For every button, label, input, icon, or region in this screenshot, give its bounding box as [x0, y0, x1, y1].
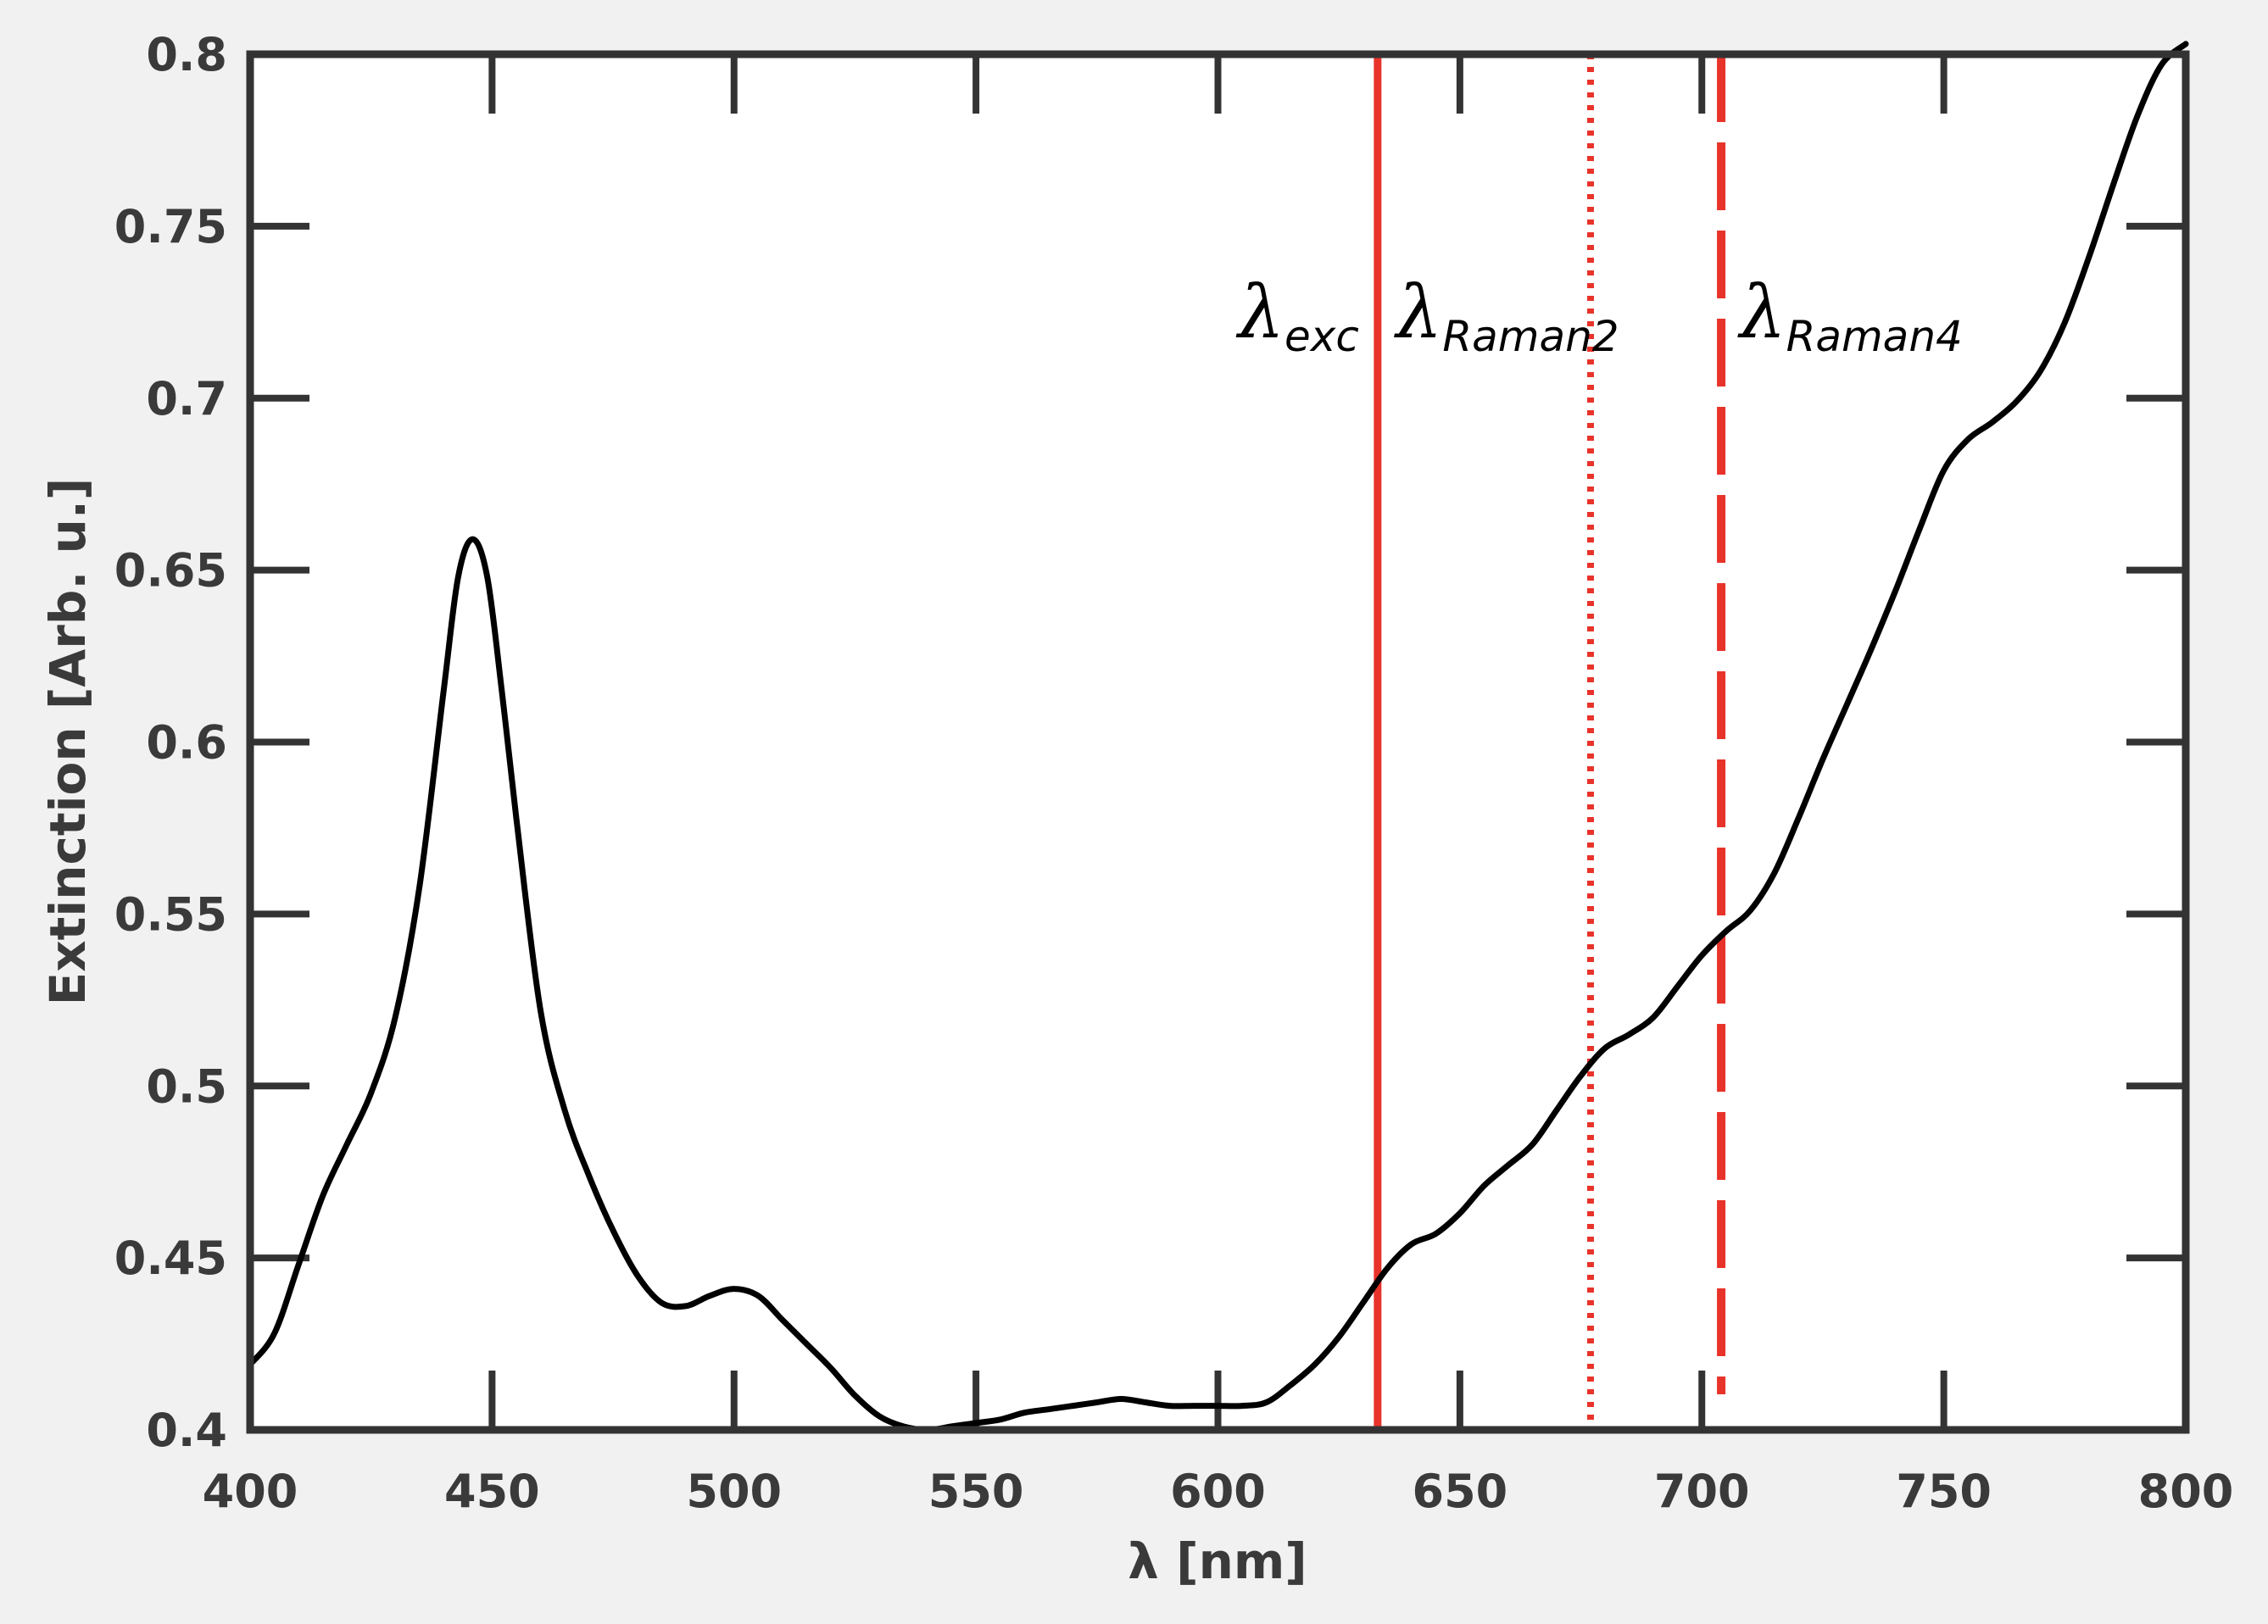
x-tick-label: 600 [1170, 1465, 1266, 1518]
annotations: λexc λRaman2 λRaman4 [1235, 270, 1962, 361]
tick-labels: 400 450 500 550 600 650 700 750 800 0.4 0.45 0.5 0.5… [114, 28, 2234, 1518]
x-tick-label: 750 [1896, 1465, 1992, 1518]
x-tick-label: 550 [928, 1465, 1024, 1518]
y-tick-label: 0.7 [146, 372, 227, 425]
y-tick-label: 0.8 [146, 28, 227, 81]
y-tick-label: 0.45 [114, 1232, 227, 1285]
y-tick-label: 0.75 [114, 200, 227, 253]
y-tick-label: 0.5 [146, 1059, 227, 1113]
plot-area [250, 54, 2186, 1430]
y-tick-label: 0.55 [114, 887, 227, 941]
vline-label: λRaman2 [1394, 270, 1619, 361]
x-axis-label: λ [nm] [1128, 1532, 1307, 1590]
reference-lines [1374, 54, 1726, 1430]
series-line [247, 41, 2189, 1433]
x-tick-label: 450 [444, 1465, 540, 1518]
vline-label: λRaman4 [1737, 270, 1963, 361]
x-tick-label: 650 [1413, 1465, 1508, 1518]
y-tick-label: 0.4 [146, 1404, 227, 1457]
vline-label: λexc [1235, 270, 1358, 361]
y-axis-label: Extinction [Arb. u.] [39, 478, 97, 1006]
y-tick-label: 0.65 [114, 544, 227, 598]
x-tick-label: 800 [2138, 1465, 2234, 1518]
x-tick-label: 700 [1654, 1465, 1750, 1518]
plot-frame [246, 50, 2190, 1434]
x-tick-label: 400 [203, 1465, 298, 1518]
x-tick-label: 500 [686, 1465, 782, 1518]
y-tick-label: 0.6 [146, 716, 227, 770]
